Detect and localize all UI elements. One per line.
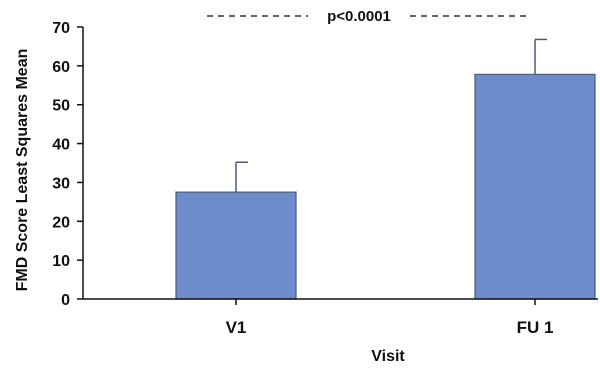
p-value-label: p<0.0001 — [327, 8, 391, 25]
y-tick-label: 30 — [52, 175, 70, 192]
y-tick-label: 40 — [52, 137, 70, 154]
y-tick-label: 10 — [52, 253, 70, 270]
y-tick-label: 0 — [61, 292, 70, 309]
y-tick-label: 60 — [52, 59, 70, 76]
y-axis-ticks: 0 10 20 30 40 50 60 70 — [52, 20, 83, 309]
x-tick-label: V1 — [226, 318, 247, 337]
bar-fu-1 — [474, 73, 596, 300]
bars — [175, 73, 596, 300]
x-tick-label: FU 1 — [517, 318, 554, 337]
y-tick-label: 50 — [52, 98, 70, 115]
bar-v1 — [175, 191, 297, 300]
y-tick-label: 20 — [52, 214, 70, 231]
error-bars — [235, 38, 547, 193]
significance-annotation: p<0.0001 — [207, 8, 530, 25]
y-tick-label: 70 — [52, 20, 70, 37]
x-axis-labels: V1 FU 1 — [226, 299, 554, 337]
y-axis-title: FMD Score Least Squares Mean — [14, 49, 31, 292]
x-axis-title: Visit — [371, 348, 405, 365]
